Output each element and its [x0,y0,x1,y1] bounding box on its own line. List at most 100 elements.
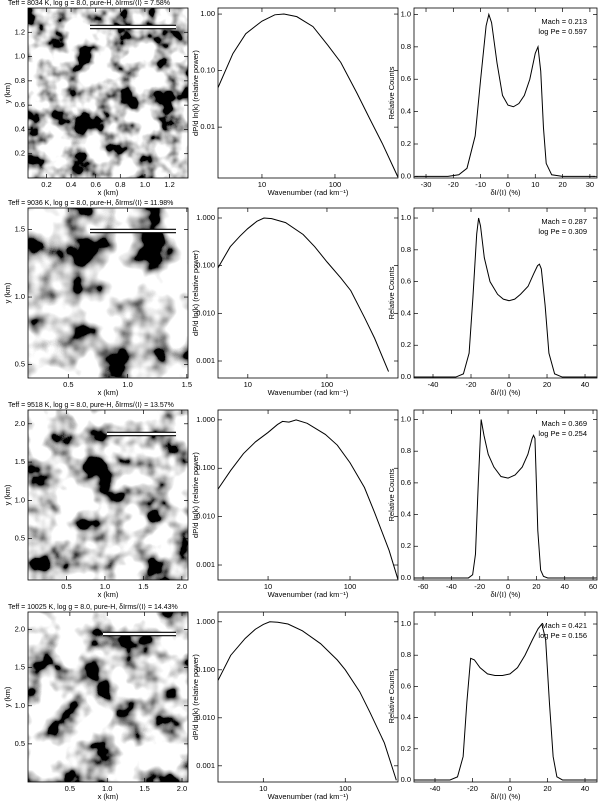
y-tick-label: 0.0 [401,171,411,180]
panel: -40 -20 0 20 40 0.0 0.2 0.4 0.6 0.8 1.0 δI/⟨I⟩ (%) R… [387,611,598,801]
y-tick-label: 0.6 [15,100,25,109]
y-tick-label: 0.001 [196,356,215,365]
x-tick-label: 100 [321,380,334,389]
y-tick-label: 1.2 [15,27,25,36]
y-tick-label: 1.0 [15,52,25,61]
axes-frame [217,409,399,581]
x-axis-label: Wavenumber (rad km⁻¹) [268,590,349,599]
x-tick-label: 40 [581,380,589,389]
x-tick-label: 0.4 [66,180,76,189]
panel-title: Teff = 9518 K, log g = 8.0, pure-H, δIrm… [8,401,174,409]
y-axis-label: dP/d ln(k) (relative power) [191,654,200,740]
x-tick-label: 1.0 [140,180,150,189]
y-tick-label: 1.5 [15,225,25,234]
y-tick-label: 0.6 [401,74,411,83]
x-tick-label: 0.8 [115,180,125,189]
x-tick-label: -20 [474,582,485,591]
y-tick-label: 0.8 [401,446,411,455]
x-axis-label: x (km) [98,590,119,599]
x-tick-label: -10 [475,180,486,189]
axes-frame [27,207,189,379]
panel: Teff = 9036 K, log g = 8.0, pure-H, δIrm… [3,199,192,397]
x-tick-label: 0 [506,582,510,591]
x-tick-label: 1.5 [139,784,149,793]
y-tick-label: 1.5 [15,663,25,672]
y-tick-label: 0.100 [196,463,215,472]
y-tick-label: 0.8 [401,245,411,254]
y-axis-label: y (km) [3,484,12,505]
x-axis-label: Wavenumber (rad km⁻¹) [268,792,349,801]
y-tick-label: 1.0 [401,414,411,423]
annotation: log Pe = 0.597 [538,27,587,36]
y-tick-label: 0.010 [196,308,215,317]
y-tick-label: 0.2 [401,541,411,550]
y-tick-label: 0.100 [196,665,215,674]
y-axis-label: dP/d ln(k) (relative power) [191,452,200,538]
granulation-image [28,410,188,580]
y-tick-label: 1.0 [401,213,411,222]
annotation: log Pe = 0.156 [538,631,587,640]
x-tick-label: 10 [258,180,266,189]
y-tick-label: 0.2 [15,149,25,158]
x-tick-label: 10 [259,784,267,793]
x-tick-label: 100 [339,784,352,793]
y-tick-label: 0.8 [401,42,411,51]
y-tick-label: 2.0 [15,419,25,428]
axes-frame [413,207,598,379]
panel: 10 100 1.000 0.100 0.010 0.001 Wavenumber (rad… [191,611,399,801]
x-tick-label: 1.5 [182,380,192,389]
annotation: Mach = 0.421 [541,621,587,630]
y-tick-label: 0.2 [401,139,411,148]
x-tick-label: 20 [532,582,540,591]
panel: Teff = 8034 K, log g = 8.0, pure-H, δIrm… [3,0,189,197]
x-tick-label: 0.5 [61,582,71,591]
axes-frame [413,611,598,783]
y-axis-label: Relative Counts [387,266,396,319]
y-tick-label: 0.0 [401,573,411,582]
x-tick-label: 2.0 [177,784,187,793]
x-axis-label: Wavenumber (rad km⁻¹) [268,188,349,197]
data-line [218,419,398,580]
x-axis-label: δI/⟨I⟩ (%) [490,388,521,397]
y-tick-label: 0.4 [401,107,411,116]
x-tick-label: -40 [430,784,441,793]
y-tick-label: 0.5 [15,359,25,368]
panel: 10 100 1.000 0.100 0.010 0.001 Wavenumber (rad… [191,409,399,599]
x-axis-label: Wavenumber (rad km⁻¹) [268,388,349,397]
x-tick-label: 0.6 [90,180,100,189]
data-line [218,217,390,372]
y-tick-label: 0.100 [196,261,215,270]
x-axis-label: δI/⟨I⟩ (%) [490,590,521,599]
axes-frame [217,207,399,379]
y-tick-label: 0.001 [196,560,215,569]
y-axis-label: y (km) [3,82,12,103]
x-tick-label: -20 [467,784,478,793]
y-tick-label: 0.01 [200,122,215,131]
annotation: log Pe = 0.309 [538,227,587,236]
x-tick-label: 100 [344,582,357,591]
y-tick-label: 1.0 [15,701,25,710]
x-tick-label: 2.0 [177,582,187,591]
panel: -30 -20 -10 0 10 20 30 0.0 0.2 0.4 0.6 0.8 1.0 δI/⟨I⟩… [387,7,598,197]
panel-title: Teff = 10025 K, log g = 8.0, pure-H, δIr… [8,603,178,611]
annotation: Mach = 0.369 [541,419,587,428]
x-tick-label: 20 [543,380,551,389]
data-line [414,419,596,579]
x-tick-label: 0 [506,180,510,189]
axes-frame [27,7,189,179]
axes-frame [217,7,399,179]
data-line [218,13,398,178]
panel: -60 -40 -20 0 20 40 60 0.0 0.2 0.4 0.6 0.8 1.0 δI/⟨I⟩… [387,409,598,599]
x-tick-label: 60 [589,582,597,591]
y-tick-label: 0.2 [401,744,411,753]
y-tick-label: 0.010 [196,713,215,722]
y-tick-label: 2.0 [15,625,25,634]
x-tick-label: 0 [507,380,511,389]
x-tick-label: 1.0 [100,582,110,591]
y-tick-label: 0.010 [196,512,215,521]
x-tick-label: 20 [543,784,551,793]
y-tick-label: 0.6 [401,277,411,286]
axes-frame [413,409,598,581]
panel: 10 100 1.000 0.100 0.010 0.001 Wavenumber (rad… [191,207,399,397]
y-tick-label: 1.5 [15,457,25,466]
